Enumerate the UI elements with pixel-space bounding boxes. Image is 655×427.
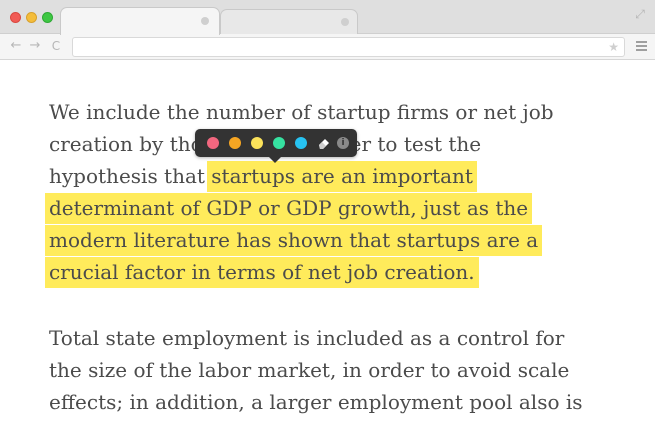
back-arrow-icon[interactable]: ←	[10, 38, 22, 53]
text-line: hypothesis that startups are an importan…	[49, 160, 609, 192]
close-window-button[interactable]	[10, 12, 21, 23]
hamburger-menu-icon[interactable]	[636, 41, 647, 53]
tab-close-icon[interactable]	[201, 17, 209, 25]
highlighted-text[interactable]: determinant of GDP or GDP growth, just a…	[49, 193, 529, 224]
fullscreen-icon[interactable]: ⤢	[635, 7, 645, 21]
highlighted-text[interactable]: startups are an important	[211, 161, 473, 192]
text-line: We include the number of startup firms o…	[49, 96, 609, 128]
text-line: Total state employment is included as a …	[49, 326, 565, 350]
text-line: modern literature has shown that startup…	[49, 224, 609, 256]
browser-titlebar: ⤢	[0, 0, 655, 35]
eraser-icon[interactable]	[317, 136, 331, 150]
highlighted-text[interactable]: modern literature has shown that startup…	[49, 225, 539, 256]
info-icon[interactable]: i	[337, 137, 349, 149]
color-swatch-green[interactable]	[273, 137, 285, 149]
tab-inactive[interactable]	[220, 9, 358, 34]
tab-close-icon[interactable]	[341, 18, 349, 26]
forward-arrow-icon[interactable]: →	[29, 38, 41, 53]
color-swatch-yellow[interactable]	[251, 137, 263, 149]
text-line: crucial factor in terms of net job creat…	[49, 256, 609, 288]
address-bar[interactable]: ★	[72, 37, 625, 57]
browser-toolbar: ← → C ★	[0, 34, 655, 60]
text-line: the size of the labor market, in order t…	[49, 358, 570, 382]
bookmark-star-icon[interactable]: ★	[608, 40, 619, 54]
color-swatch-pink[interactable]	[207, 137, 219, 149]
minimize-window-button[interactable]	[26, 12, 37, 23]
text-line: determinant of GDP or GDP growth, just a…	[49, 192, 609, 224]
text-line: effects; in addition, a larger employmen…	[49, 390, 583, 414]
reload-icon[interactable]: C	[51, 39, 61, 53]
popup-arrow	[269, 157, 281, 163]
highlighted-text[interactable]: crucial factor in terms of net job creat…	[49, 257, 475, 288]
highlight-toolbar: i	[195, 129, 357, 163]
article-paragraph-1: We include the number of startup firms o…	[49, 96, 609, 288]
article-paragraph-2: Total state employment is included as a …	[49, 322, 609, 418]
tab-active[interactable]	[60, 7, 220, 35]
color-swatch-blue[interactable]	[295, 137, 307, 149]
line-text: We include the number of startup firms o…	[49, 100, 554, 124]
color-swatch-orange[interactable]	[229, 137, 241, 149]
line-text: hypothesis that	[49, 164, 212, 188]
zoom-window-button[interactable]	[42, 12, 53, 23]
